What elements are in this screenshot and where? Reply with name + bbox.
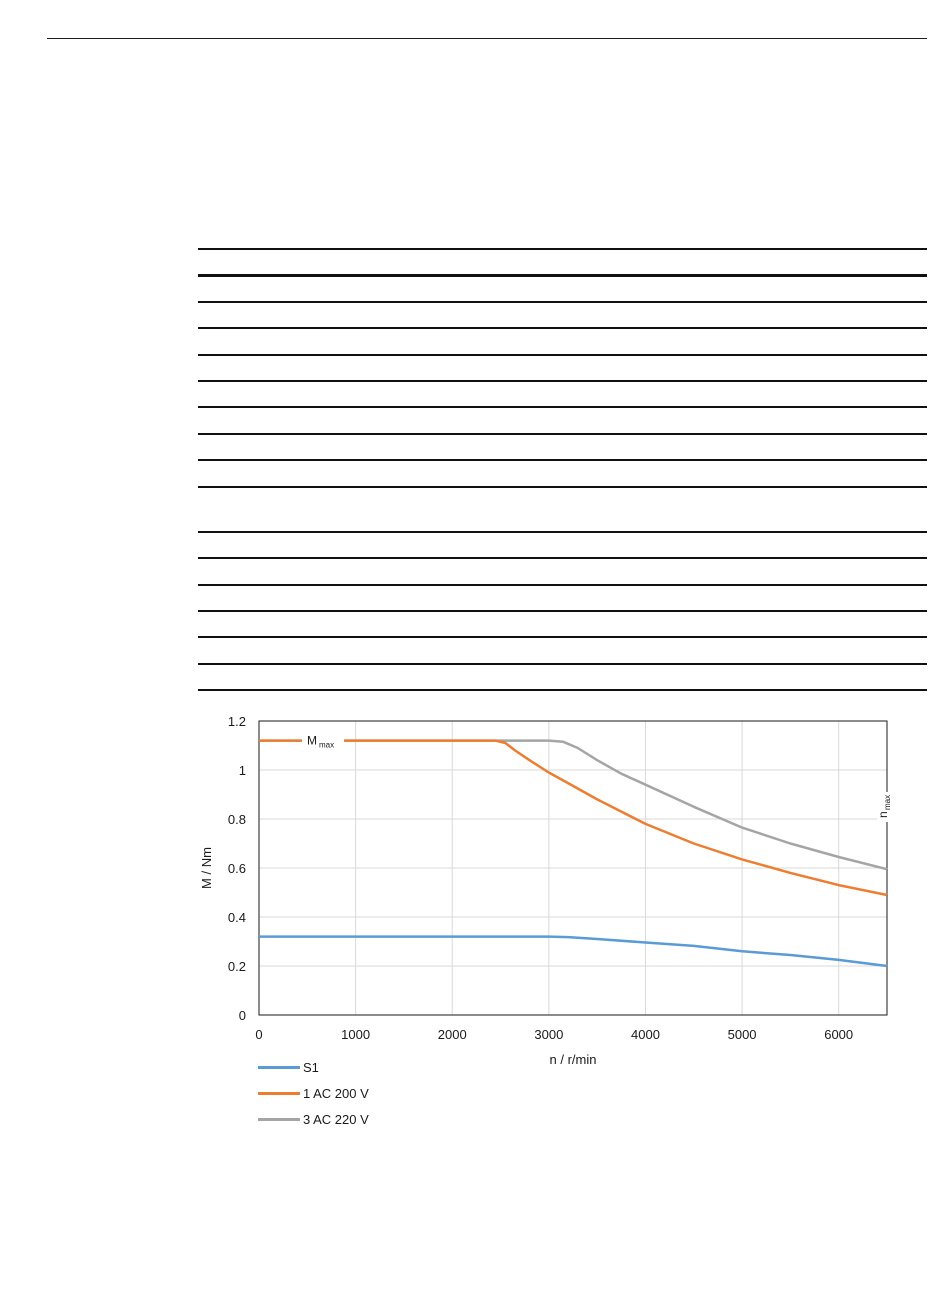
table-rule xyxy=(198,274,927,277)
spec-table-rules xyxy=(198,0,927,700)
table-rule xyxy=(198,433,927,435)
m-max-subscript: max xyxy=(319,741,334,750)
x-tick-label: 1000 xyxy=(341,1027,370,1042)
table-rule xyxy=(198,531,927,533)
table-rule xyxy=(198,327,927,329)
chart-grid xyxy=(258,720,887,1016)
x-tick-labels: 0 1000 2000 3000 4000 5000 6000 xyxy=(255,1027,853,1042)
x-tick-label: 0 xyxy=(255,1027,262,1042)
table-rule xyxy=(198,663,927,665)
y-tick-label: 1.2 xyxy=(228,714,246,729)
legend-swatch xyxy=(258,1065,300,1069)
y-tick-label: 0.6 xyxy=(228,861,246,876)
legend-item-1ac-200v: 1 AC 200 V xyxy=(258,1080,369,1106)
y-axis-title: M / Nm xyxy=(199,847,214,889)
chart-legend: S1 1 AC 200 V 3 AC 220 V xyxy=(258,1054,369,1132)
page-header-rule xyxy=(47,38,927,39)
legend-label: S1 xyxy=(303,1059,319,1075)
n-max-subscript: max xyxy=(883,795,892,810)
y-tick-label: 0.4 xyxy=(228,910,246,925)
legend-swatch xyxy=(258,1091,300,1095)
n-max-main-text: n xyxy=(876,811,890,818)
table-rule xyxy=(198,301,927,303)
m-max-main-text: M xyxy=(307,734,317,748)
x-tick-label: 3000 xyxy=(534,1027,563,1042)
table-rule xyxy=(198,557,927,559)
series-line-3ac-220v xyxy=(259,739,888,871)
y-tick-label: 0.8 xyxy=(228,812,246,827)
x-tick-label: 6000 xyxy=(824,1027,853,1042)
table-rule xyxy=(198,354,927,356)
table-rule xyxy=(198,248,927,250)
x-tick-label: 5000 xyxy=(728,1027,757,1042)
table-rule xyxy=(198,406,927,408)
legend-item-s1: S1 xyxy=(258,1054,369,1080)
x-axis-title: n / r/min xyxy=(550,1052,597,1067)
table-rule xyxy=(198,380,927,382)
y-tick-labels: 0 0.2 0.4 0.6 0.8 1 1.2 xyxy=(228,714,246,1023)
series-line-s1 xyxy=(259,935,888,968)
table-rule xyxy=(198,610,927,612)
series-line-1ac-200v xyxy=(259,739,888,897)
legend-swatch xyxy=(258,1117,300,1121)
y-tick-label: 1 xyxy=(239,763,246,778)
table-rule xyxy=(198,486,927,488)
table-rule xyxy=(198,584,927,586)
table-rule xyxy=(198,636,927,638)
legend-label: 1 AC 200 V xyxy=(303,1085,369,1101)
y-tick-label: 0 xyxy=(239,1008,246,1023)
table-rule xyxy=(198,459,927,461)
x-tick-label: 4000 xyxy=(631,1027,660,1042)
legend-item-3ac-220v: 3 AC 220 V xyxy=(258,1106,369,1132)
n-max-annotation: n max xyxy=(876,792,892,822)
legend-label: 3 AC 220 V xyxy=(303,1111,369,1127)
m-max-annotation: M max xyxy=(302,731,344,750)
series-layer xyxy=(259,739,888,968)
table-rule xyxy=(198,689,927,691)
y-tick-label: 0.2 xyxy=(228,959,246,974)
x-tick-label: 2000 xyxy=(438,1027,467,1042)
